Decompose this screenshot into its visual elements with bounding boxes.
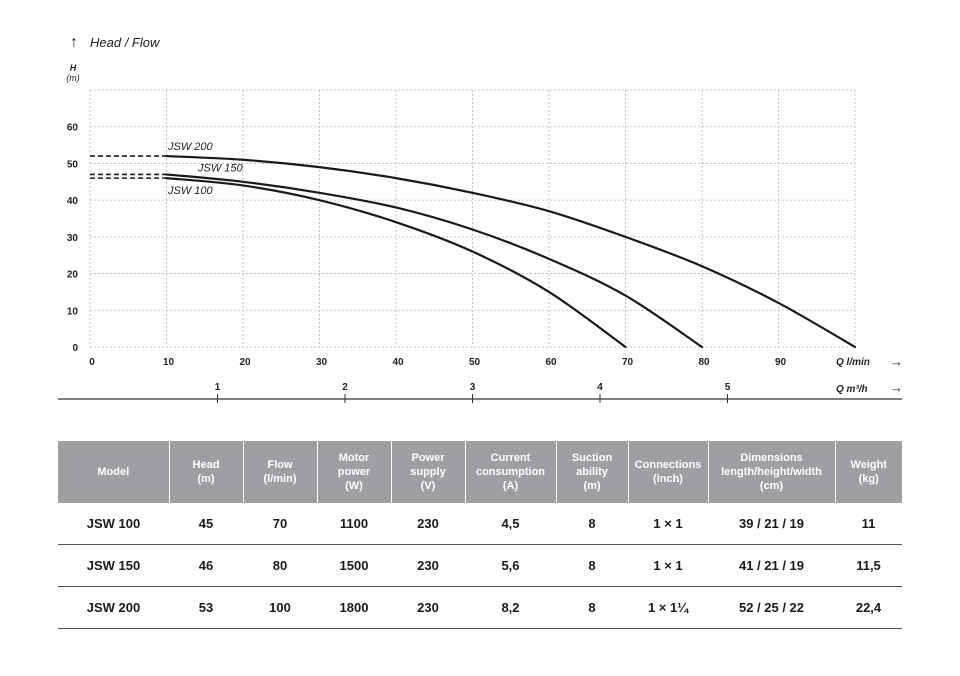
y-tick-label: 50	[67, 159, 79, 170]
y-tick-label: 60	[67, 123, 79, 134]
header-suction: Suction ability (m)	[556, 441, 629, 503]
secondary-axis-label: Q m³/h	[836, 384, 868, 395]
cell-weight: 11	[835, 503, 902, 545]
y-tick-label: 30	[67, 233, 79, 244]
head-flow-chart: ↑ Head / Flow H (m) 0 10 20 30 40 50 60 0 10 20 3…	[58, 34, 903, 403]
cell-suction: 8	[556, 586, 628, 629]
cell-current: 5,6	[465, 544, 556, 587]
curve-line	[165, 177, 627, 349]
curve-line	[165, 154, 857, 349]
pump-curves: JSW 200 JSW 150 JSW 100	[90, 141, 857, 349]
grid-lines	[89, 89, 856, 348]
cell-dimensions: 39 / 21 / 19	[708, 503, 835, 545]
cell-connections: 1 × 1	[628, 544, 708, 587]
x-axis-label: Q l/min	[836, 357, 870, 368]
y-tick-labels: 0 10 20 30 40 50 60	[67, 123, 79, 354]
cell-model: JSW 200	[58, 586, 169, 629]
secondary-tick-label: 1	[215, 382, 221, 393]
curve-label: JSW 150	[197, 162, 244, 174]
table-row: JSW 200 53 100 1800 230 8,2 8 1 × 1¼ 52 …	[58, 586, 902, 629]
right-arrow-icon: →	[890, 380, 903, 395]
header-power-supply: Power supply (V)	[391, 441, 466, 503]
cell-connections: 1 × 1¼	[628, 586, 708, 629]
cell-power-supply: 230	[391, 544, 465, 587]
table-header-row: Model Head (m) Flow (l/min) Motor power …	[58, 441, 902, 503]
curve-label: JSW 100	[167, 185, 214, 197]
header-head: Head (m)	[169, 441, 244, 503]
cell-model: JSW 150	[58, 544, 169, 587]
cell-weight: 22,4	[835, 586, 902, 629]
header-current: Current consumption (A)	[465, 441, 557, 503]
cell-dimensions: 41 / 21 / 19	[708, 544, 835, 587]
cell-motor-power: 1100	[317, 503, 391, 545]
x-tick-label: 70	[622, 357, 634, 368]
cell-connections: 1 × 1	[628, 503, 708, 545]
table-row: JSW 100 45 70 1100 230 4,5 8 1 × 1 39 / …	[58, 503, 902, 545]
x-tick-label: 0	[89, 357, 95, 368]
x-tick-label: 10	[163, 357, 175, 368]
secondary-tick-label: 3	[470, 382, 476, 393]
x-tick-label: 50	[469, 357, 481, 368]
cell-current: 4,5	[465, 503, 556, 545]
x-tick-label: 30	[316, 357, 328, 368]
header-flow: Flow (l/min)	[243, 441, 318, 503]
y-axis-unit: (m)	[66, 73, 80, 83]
cell-suction: 8	[556, 503, 628, 545]
y-axis-label: H	[70, 63, 77, 73]
cell-dimensions: 52 / 25 / 22	[708, 586, 835, 629]
curve-label: JSW 200	[167, 141, 214, 153]
y-tick-label: 40	[67, 196, 79, 207]
secondary-tick-label: 2	[342, 382, 348, 393]
header-motor-power: Motor power (W)	[317, 441, 392, 503]
header-connections: Connections (inch)	[628, 441, 709, 503]
cell-current: 8,2	[465, 586, 556, 629]
cell-head: 46	[169, 544, 243, 587]
cell-flow: 70	[243, 503, 317, 545]
chart-title: Head / Flow	[90, 35, 161, 50]
cell-power-supply: 230	[391, 586, 465, 629]
cell-flow: 80	[243, 544, 317, 587]
header-dimensions: Dimensions length/height/width (cm)	[708, 441, 836, 503]
cell-head: 45	[169, 503, 243, 545]
right-arrow-icon: →	[890, 354, 903, 369]
cell-motor-power: 1800	[317, 586, 391, 629]
header-weight: Weight (kg)	[835, 441, 902, 503]
header-model: Model	[58, 441, 170, 503]
x-tick-label: 90	[775, 357, 787, 368]
cell-model: JSW 100	[58, 503, 169, 545]
table-row: JSW 150 46 80 1500 230 5,6 8 1 × 1 41 / …	[58, 544, 902, 587]
x-tick-label: 40	[392, 357, 404, 368]
y-tick-label: 10	[67, 306, 79, 317]
x-tick-labels: 0 10 20 30 40 50 60 70 80 90	[89, 357, 786, 368]
secondary-tick-label: 5	[725, 382, 731, 393]
secondary-tick-label: 4	[597, 382, 603, 393]
cell-motor-power: 1500	[317, 544, 391, 587]
spec-table: Model Head (m) Flow (l/min) Motor power …	[58, 441, 902, 629]
y-tick-label: 20	[67, 270, 79, 281]
cell-flow: 100	[243, 586, 317, 629]
cell-power-supply: 230	[391, 503, 465, 545]
curve-line	[165, 173, 704, 349]
cell-suction: 8	[556, 544, 628, 587]
cell-weight: 11,5	[835, 544, 902, 587]
cell-head: 53	[169, 586, 243, 629]
x-tick-label: 20	[239, 357, 251, 368]
y-tick-label: 0	[72, 343, 78, 354]
up-arrow-icon: ↑	[70, 34, 78, 51]
x-tick-label: 60	[545, 357, 557, 368]
x-tick-label: 80	[698, 357, 710, 368]
secondary-tick-labels: 1 2 3 4 5	[215, 382, 731, 403]
